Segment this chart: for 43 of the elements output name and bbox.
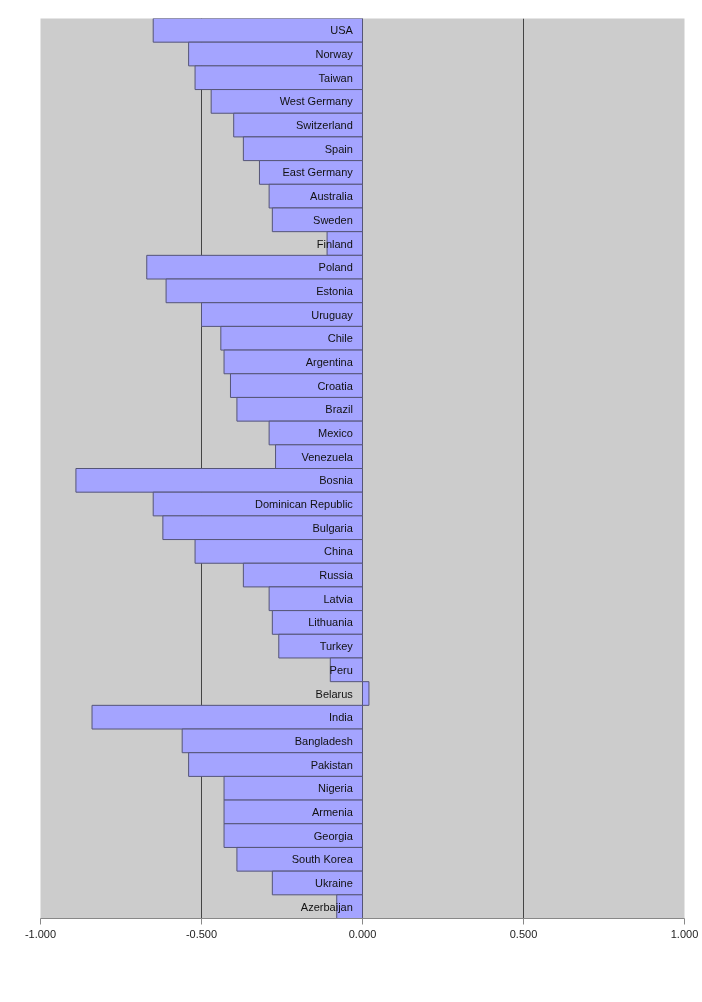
x-tick-label: 0.500 [509, 927, 538, 940]
x-tick-label: -1.000 [24, 927, 57, 940]
y-tick-label: Finland [316, 237, 353, 250]
y-tick-label: Switzerland [295, 119, 353, 132]
x-tick-label: -0.500 [185, 927, 218, 940]
y-tick-label: Argentina [305, 355, 354, 368]
y-tick-label: Lithuania [308, 616, 354, 629]
y-tick-label: Nigeria [317, 782, 354, 795]
y-tick-label: Dominican Republic [255, 498, 354, 511]
x-tick-label: 1.000 [670, 927, 699, 940]
y-tick-label: Azerbaijan [300, 900, 353, 913]
y-tick-label: Ukraine [314, 876, 353, 889]
y-tick-label: South Korea [291, 853, 354, 866]
y-tick-label: Croatia [317, 379, 354, 392]
y-tick-label: Latvia [323, 592, 354, 605]
x-tick-label: 0.000 [348, 927, 377, 940]
y-tick-label: Poland [318, 261, 353, 274]
y-tick-label: China [324, 545, 354, 558]
y-tick-label: Mexico [318, 426, 353, 439]
y-tick-label: Bosnia [319, 474, 354, 487]
y-tick-label: Chile [327, 332, 353, 345]
y-tick-label: Spain [324, 142, 353, 155]
y-tick-label: Georgia [313, 829, 354, 842]
y-tick-label: Turkey [319, 640, 354, 653]
y-tick-label: India [328, 711, 354, 724]
y-tick-label: Australia [310, 190, 354, 203]
y-tick-label: Norway [315, 48, 354, 61]
y-tick-label: Sweden [313, 213, 353, 226]
y-tick-label: Peru [329, 663, 353, 676]
y-tick-label: USA [330, 24, 354, 37]
y-tick-label: Brazil [325, 403, 353, 416]
y-tick-label: Armenia [311, 805, 354, 818]
y-tick-label: East Germany [282, 166, 354, 179]
y-tick-label: Belarus [315, 687, 354, 700]
y-tick-label: Bangladesh [294, 734, 353, 747]
y-tick-label: Bulgaria [312, 521, 354, 534]
y-tick-label: Taiwan [318, 71, 353, 84]
y-tick-label: Pakistan [310, 758, 353, 771]
y-tick-label: Uruguay [311, 308, 354, 321]
y-tick-label: Russia [319, 569, 354, 582]
y-tick-label: Venezuela [301, 450, 354, 463]
y-tick-label: West Germany [279, 95, 354, 108]
y-tick-label: Estonia [316, 284, 354, 297]
